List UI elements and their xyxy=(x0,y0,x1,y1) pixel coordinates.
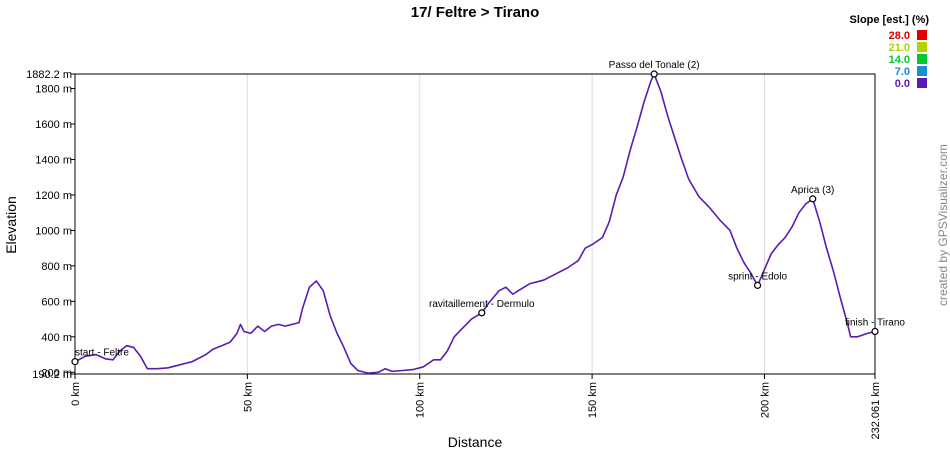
waypoint xyxy=(809,195,817,203)
y-tick-label: 1800 m xyxy=(35,84,72,96)
y-tick-label: 600 m xyxy=(41,296,72,308)
legend-swatch xyxy=(917,78,927,88)
legend-swatch xyxy=(917,30,927,40)
x-tick-label: 100 km xyxy=(415,382,427,418)
x-tick-label: 0 km xyxy=(70,382,82,406)
legend-swatch xyxy=(917,42,927,52)
waypoint xyxy=(650,70,658,78)
waypoint-label: finish - Tirano xyxy=(845,317,905,328)
waypoint-label: ravitaillement - Dermulo xyxy=(429,299,535,310)
legend-label: 0.0 xyxy=(895,78,910,90)
y-tick-label: 190.2 m xyxy=(32,369,72,381)
legend-title: Slope [est.] (%) xyxy=(850,14,930,26)
x-axis-label: Distance xyxy=(448,434,503,450)
waypoint-label: sprint - Edolo xyxy=(728,271,787,282)
chart-title: 17/ Feltre > Tirano xyxy=(411,4,540,21)
y-tick-label: 1882.2 m xyxy=(26,69,72,81)
waypoint xyxy=(871,327,879,336)
waypoint xyxy=(71,358,79,366)
y-tick-label: 1000 m xyxy=(35,225,72,237)
x-tick-label: 50 km xyxy=(242,382,254,412)
y-tick-label: 1600 m xyxy=(35,119,72,131)
legend-swatch xyxy=(917,66,927,76)
x-tick-label: 200 km xyxy=(759,382,771,418)
y-tick-label: 1400 m xyxy=(35,154,72,166)
waypoint xyxy=(478,309,486,317)
watermark: created by GPSVisualizer.com xyxy=(936,144,950,306)
waypoint-label: Aprica (3) xyxy=(791,185,834,196)
y-tick-label: 200 m xyxy=(41,367,72,379)
legend-label: 7.0 xyxy=(895,66,910,78)
y-tick-label: 1200 m xyxy=(35,190,72,202)
waypoint-label: start - Feltre xyxy=(75,348,129,359)
legend-label: 14.0 xyxy=(889,54,910,66)
x-tick-label: 232.061 km xyxy=(870,382,882,439)
y-tick-label: 800 m xyxy=(41,261,72,273)
y-tick-label: 400 m xyxy=(41,332,72,344)
waypoint-label: Passo del Tonale (2) xyxy=(609,60,700,71)
x-tick-label: 150 km xyxy=(587,382,599,418)
elevation-line xyxy=(74,73,876,374)
plot-border xyxy=(74,73,876,375)
legend-swatch xyxy=(917,54,927,64)
legend-label: 28.0 xyxy=(889,30,910,42)
legend-label: 21.0 xyxy=(889,42,910,54)
y-axis-label: Elevation xyxy=(3,196,19,254)
waypoint xyxy=(753,281,762,289)
